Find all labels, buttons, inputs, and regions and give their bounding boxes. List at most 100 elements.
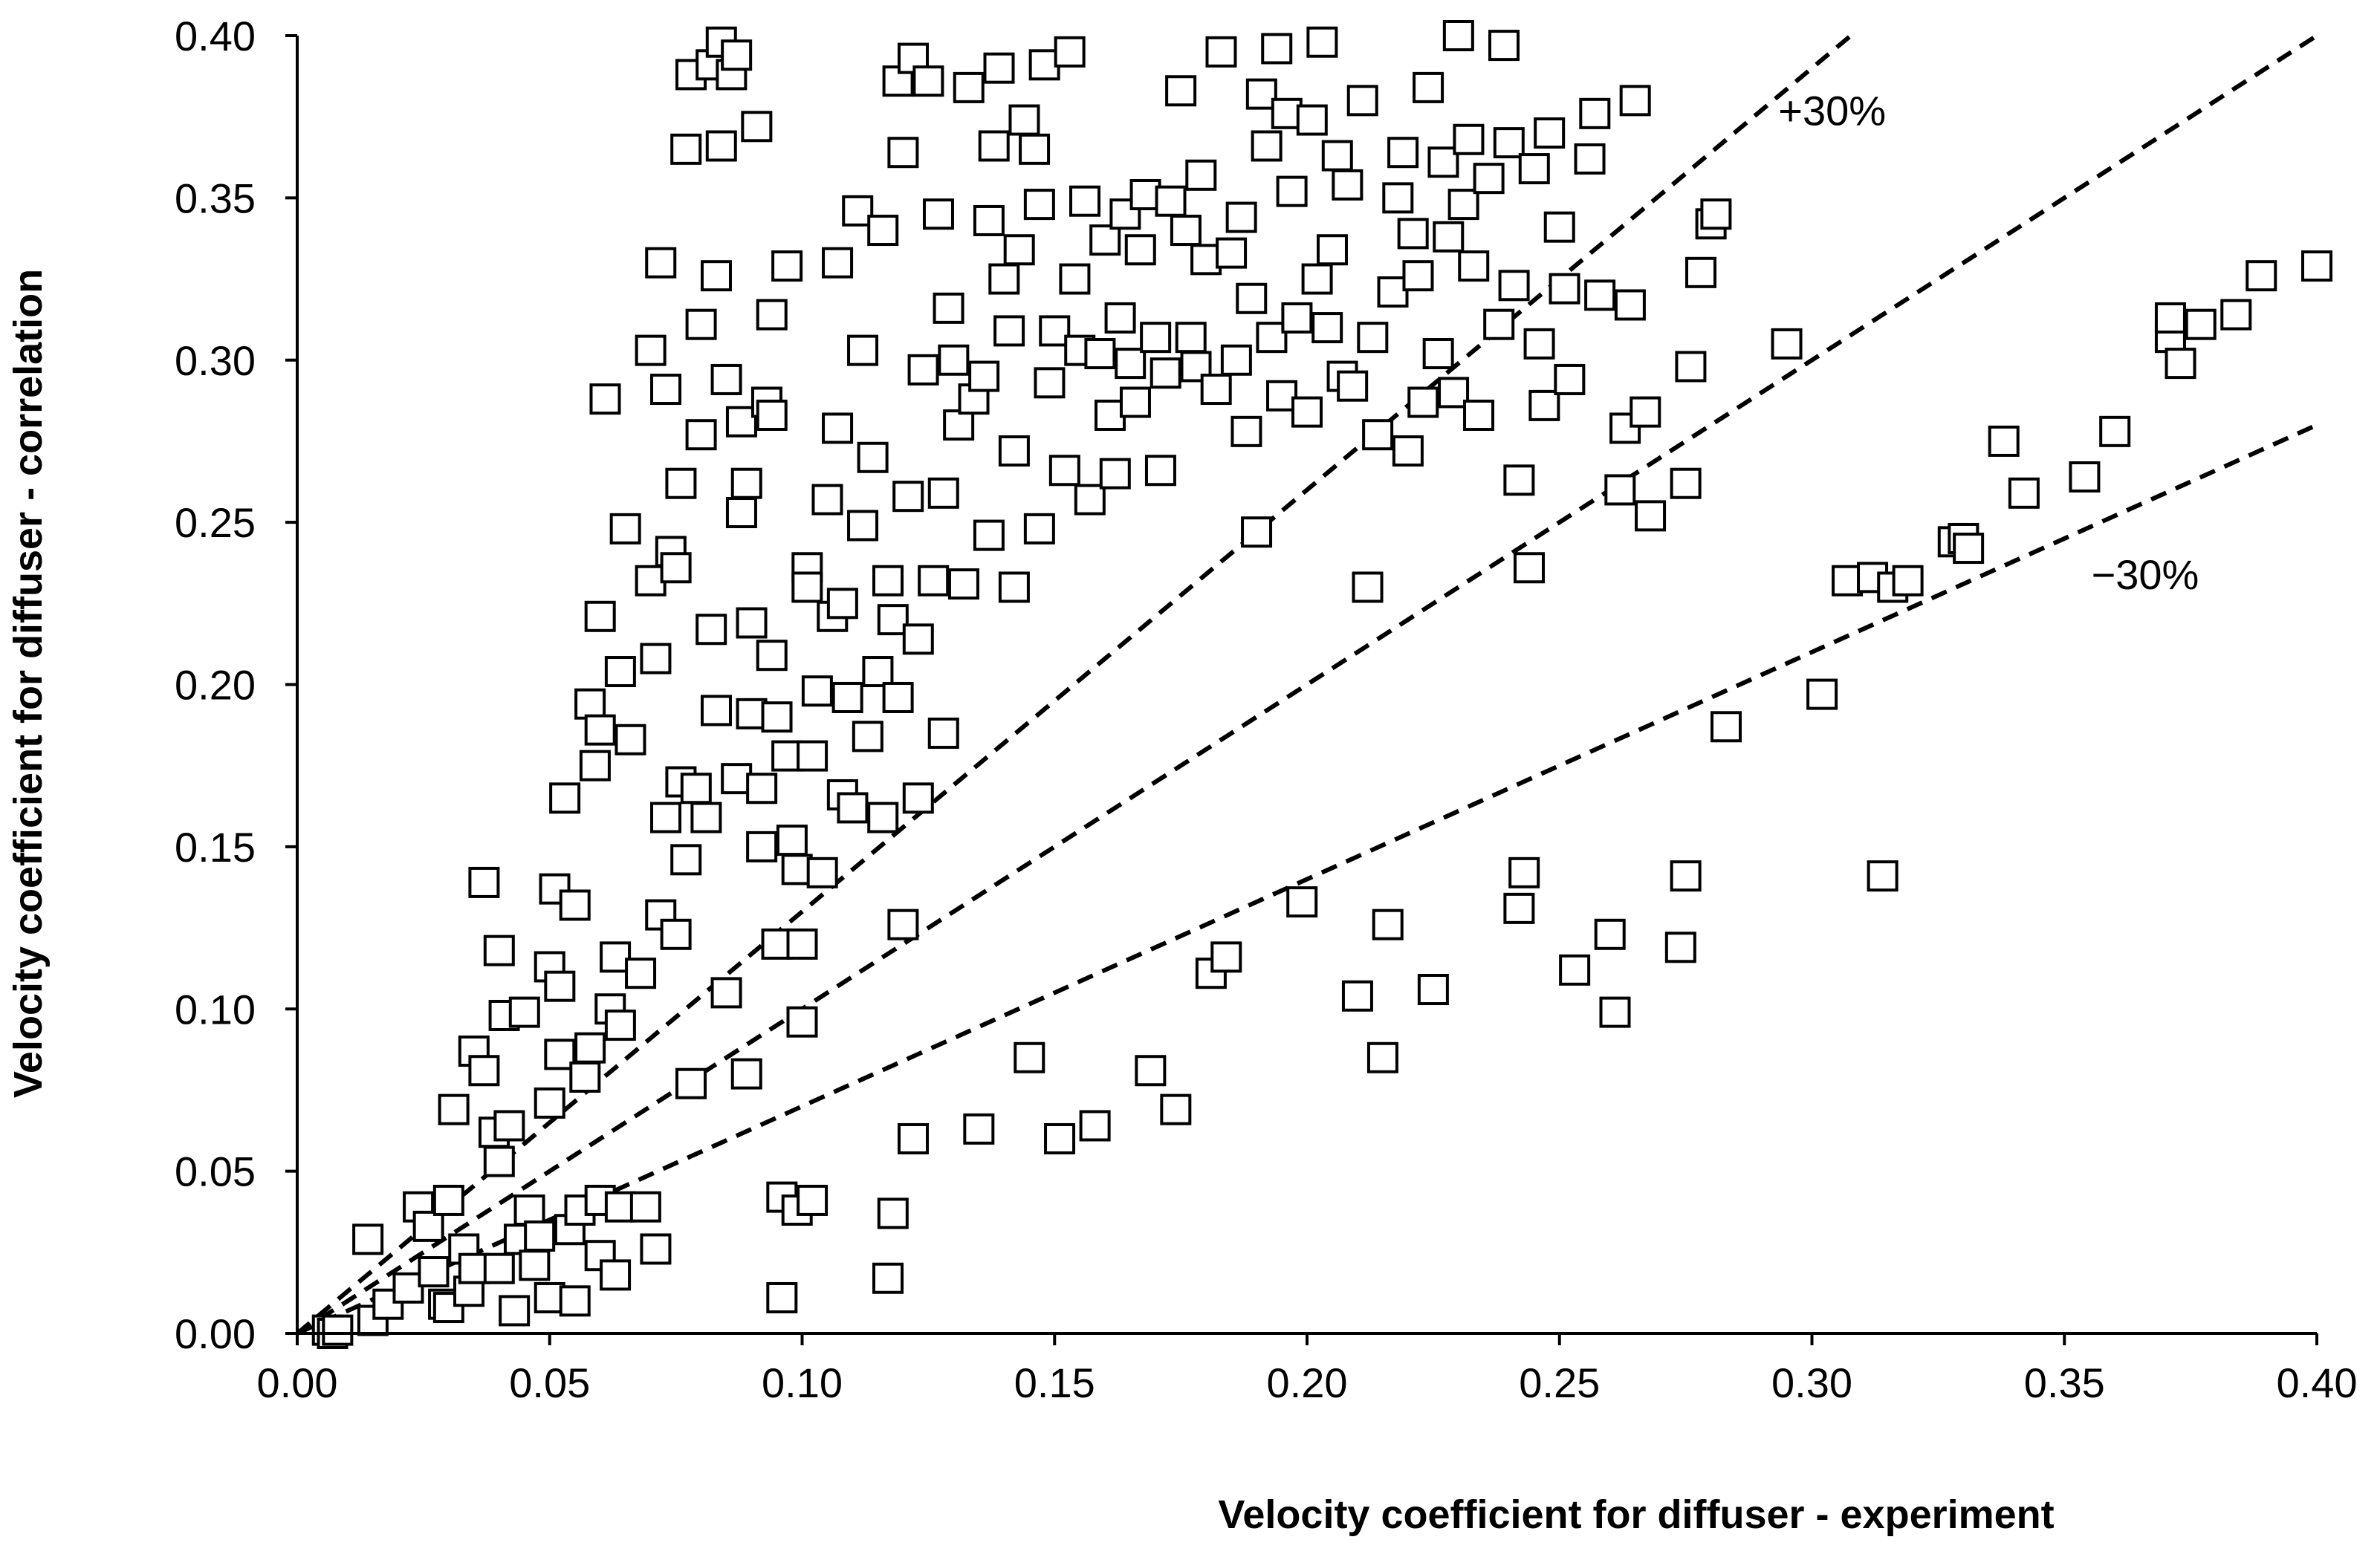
- x-tick-label: 0.40: [2277, 1359, 2358, 1406]
- data-point: [887, 137, 919, 169]
- data-point: [902, 623, 934, 655]
- data-point: [1236, 282, 1268, 314]
- data-point: [584, 714, 616, 746]
- data-point: [811, 484, 843, 516]
- data-point: [1402, 260, 1434, 292]
- data-point: [1372, 908, 1404, 940]
- data-point: [847, 334, 879, 366]
- data-point: [1008, 104, 1040, 136]
- data-point: [756, 299, 788, 331]
- data-point: [1953, 533, 1985, 565]
- data-point: [574, 1032, 606, 1064]
- data-point: [1488, 30, 1520, 62]
- data-point: [1700, 198, 1732, 230]
- data-point: [2008, 477, 2040, 509]
- data-point: [1079, 1110, 1111, 1142]
- data-point: [1422, 338, 1454, 370]
- data-point: [1216, 237, 1248, 269]
- data-point: [857, 441, 889, 473]
- data-point: [1069, 185, 1101, 217]
- data-point: [534, 1087, 565, 1119]
- y-tick-label: 0.40: [175, 13, 256, 59]
- data-point: [483, 934, 515, 966]
- data-point: [1321, 140, 1353, 172]
- data-point: [1352, 571, 1384, 603]
- data-point: [730, 467, 762, 499]
- data-point: [629, 1191, 661, 1223]
- data-point: [998, 435, 1030, 467]
- data-point: [2246, 260, 2277, 292]
- data-point: [1276, 175, 1308, 207]
- x-tick-label: 0.30: [1771, 1359, 1852, 1406]
- data-point: [625, 958, 657, 989]
- data-point: [1245, 78, 1277, 110]
- annotation-label: −30%: [2092, 551, 2199, 598]
- data-point: [1407, 386, 1439, 418]
- data-point: [604, 656, 636, 688]
- data-point: [1115, 348, 1147, 380]
- data-point: [797, 1184, 829, 1216]
- data-point: [933, 292, 964, 324]
- data-point: [1427, 146, 1459, 178]
- data-point: [922, 198, 954, 230]
- data-point: [1549, 273, 1580, 305]
- data-point: [786, 928, 818, 960]
- data-point: [867, 215, 899, 247]
- data-point: [1155, 185, 1187, 217]
- data-point: [1251, 130, 1283, 162]
- data-point: [1503, 892, 1535, 924]
- data-point: [559, 1285, 591, 1317]
- data-point: [1630, 396, 1661, 428]
- y-tick-label: 0.20: [175, 662, 256, 709]
- data-point: [468, 1055, 500, 1087]
- data-point: [837, 792, 869, 824]
- data-point: [1281, 302, 1313, 334]
- data-point: [1059, 263, 1091, 295]
- data-point: [756, 640, 788, 672]
- data-point: [998, 571, 1030, 603]
- data-point: [1453, 123, 1485, 155]
- data-point: [968, 360, 1000, 392]
- data-point: [1594, 918, 1626, 950]
- data-point: [1306, 26, 1338, 58]
- data-point: [559, 889, 591, 921]
- x-tick-label: 0.25: [1519, 1359, 1600, 1406]
- data-point: [973, 519, 1005, 551]
- data-point: [1054, 36, 1086, 68]
- reference-line-2: [296, 423, 2318, 1336]
- data-point: [1619, 85, 1651, 117]
- data-point: [1463, 399, 1495, 431]
- data-point: [927, 718, 959, 750]
- annotations: +30% −30%: [1778, 87, 2199, 598]
- data-markers: [311, 20, 2332, 1349]
- data-point: [872, 1262, 904, 1294]
- data-point: [907, 354, 939, 386]
- y-tick-label: 0.30: [175, 337, 256, 384]
- data-point: [1670, 467, 1702, 499]
- data-point: [766, 1281, 798, 1313]
- data-point: [524, 1220, 556, 1252]
- y-tick-label: 0.35: [175, 175, 256, 221]
- data-point: [862, 656, 894, 688]
- data-point: [710, 363, 742, 395]
- data-point: [1160, 1093, 1192, 1125]
- x-tick-label: 0.10: [762, 1359, 843, 1406]
- data-point: [736, 607, 768, 639]
- data-point: [1417, 974, 1449, 1006]
- data-point: [746, 830, 778, 862]
- data-point: [746, 773, 778, 804]
- data-point: [822, 247, 854, 279]
- data-point: [741, 111, 773, 143]
- data-point: [1513, 552, 1545, 584]
- data-point: [1433, 221, 1465, 253]
- data-point: [1442, 20, 1474, 51]
- data-point: [1710, 711, 1742, 743]
- data-point: [1109, 198, 1141, 230]
- data-point: [988, 263, 1020, 295]
- data-point: [852, 721, 883, 753]
- data-point: [322, 1314, 354, 1346]
- data-point: [2220, 299, 2252, 331]
- data-point: [1503, 464, 1535, 496]
- data-point: [1584, 279, 1616, 311]
- data-point: [1346, 85, 1378, 117]
